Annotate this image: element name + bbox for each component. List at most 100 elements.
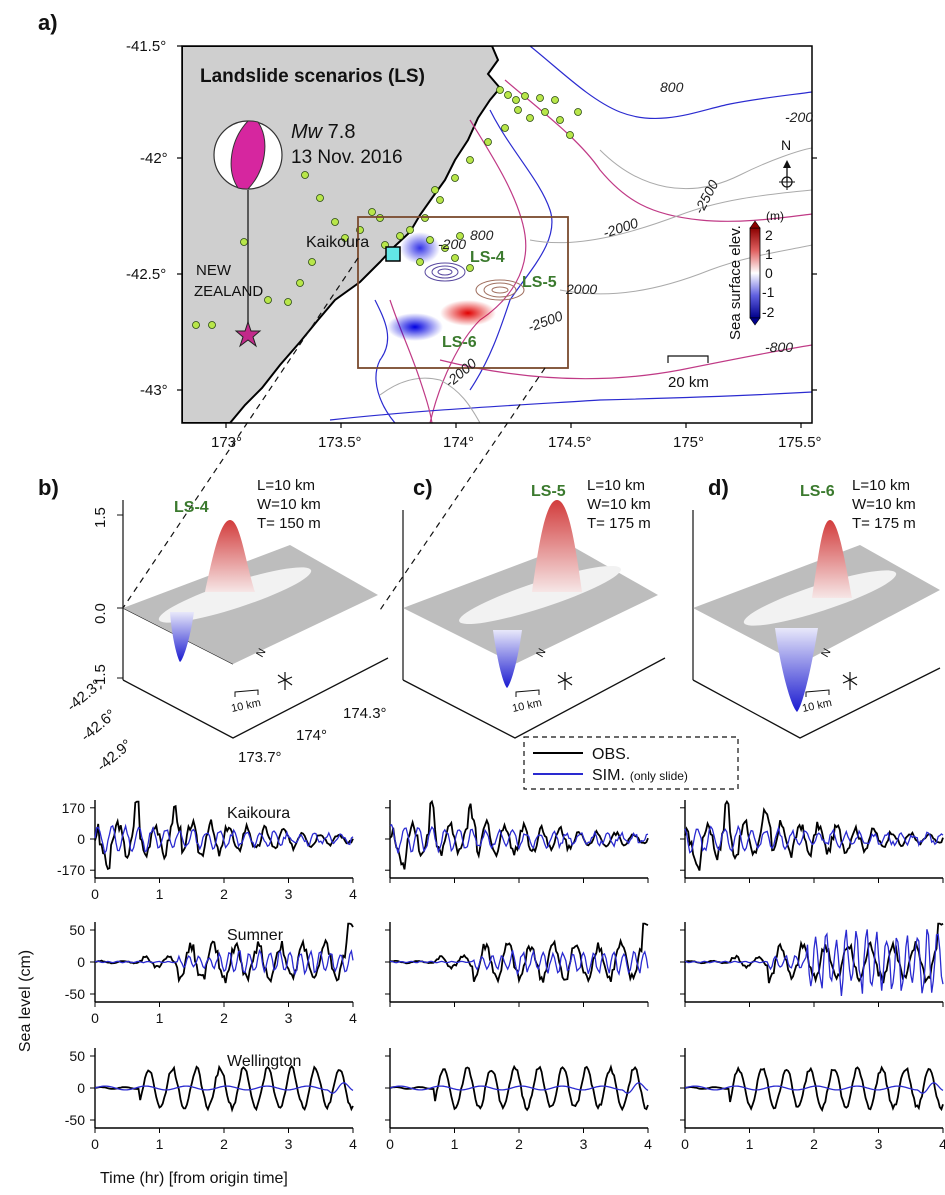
lat-tick: -42.3° — [64, 676, 106, 715]
sim-series-line — [94, 823, 354, 855]
obs-series-line — [389, 799, 649, 870]
x-tick-label: 0 — [91, 1136, 99, 1152]
x-tick-label: 3 — [285, 886, 293, 902]
y-tick-label: -50 — [65, 1112, 85, 1128]
ts-xlabel: Time (hr) [from origin time] — [100, 1170, 288, 1187]
station-name: Wellington — [227, 1053, 301, 1070]
contour-label: -800 — [765, 339, 793, 355]
station-name: Sumner — [227, 927, 284, 944]
colorbar-title: Sea surface elev. — [727, 225, 744, 340]
param-text: T= 175 m — [852, 515, 916, 532]
peak — [532, 500, 582, 592]
param-text: W=10 km — [852, 496, 916, 513]
param-text: W=10 km — [587, 496, 651, 513]
panel-letter: b) — [38, 475, 59, 500]
sim-series-line — [94, 948, 354, 976]
y-tick-label: 50 — [69, 1048, 85, 1064]
scale-label: 10 km — [511, 697, 543, 715]
map-label-ls6: LS-6 — [442, 334, 477, 351]
sim-series-line — [389, 1082, 649, 1094]
lon-tick: 174° — [296, 727, 327, 744]
obs-series-line — [684, 799, 944, 871]
map-area — [182, 46, 812, 423]
x-tick-label: 1 — [156, 886, 164, 902]
legend-sim-label: SIM. (only slide) — [592, 767, 688, 784]
contour-label: 2000 — [565, 281, 597, 297]
lon-tick: 174.3° — [343, 705, 387, 722]
y-tick-label: -50 — [65, 986, 85, 1002]
peak — [812, 520, 852, 598]
lat-tick-label: -42.5° — [126, 266, 166, 283]
beachball-icon — [213, 120, 283, 330]
sim-series-line — [684, 1082, 944, 1094]
x-tick-label: 1 — [156, 1136, 164, 1152]
colorbar-tick: -1 — [762, 284, 775, 300]
north-arrow-icon — [842, 672, 858, 690]
lat-tick: -42.6° — [78, 706, 120, 745]
x-tick-label: 4 — [349, 886, 357, 902]
trough — [775, 628, 818, 712]
ts-panel-kaikoura: 0 1 2 3 4 170 0 -170 Kaikoura — [57, 800, 357, 902]
lon-tick-label: 175° — [673, 434, 704, 451]
panel-letter: c) — [413, 475, 433, 500]
param-text: W=10 km — [257, 496, 321, 513]
x-tick-label: 0 — [91, 886, 99, 902]
lon-tick-label: 173.5° — [318, 434, 362, 451]
station-name: Kaikoura — [227, 805, 290, 822]
param-text: L=10 km — [852, 477, 910, 494]
z-tick: 0.0 — [92, 603, 109, 624]
x-tick-label: 1 — [156, 1010, 164, 1026]
panel-letter: d) — [708, 475, 729, 500]
panel-a: a) — [38, 10, 822, 614]
sim-series-line — [684, 929, 944, 996]
trough — [170, 612, 194, 662]
ts-panel-sumner — [385, 922, 649, 1007]
contour-label: -200 — [438, 236, 466, 252]
north-arrow-icon — [557, 672, 573, 690]
map-label-ls4: LS-4 — [470, 249, 505, 266]
ts-panel-sumner — [680, 922, 944, 1007]
obs-series-line — [389, 1064, 649, 1112]
lon-tick-label: 174° — [443, 434, 474, 451]
colorbar — [749, 227, 761, 319]
quake-date: 13 Nov. 2016 — [291, 147, 403, 168]
colorbar-bottom-arrow — [749, 317, 761, 326]
lon-tick-label: 174.5° — [548, 434, 592, 451]
ts-ylabel: Sea level (cm) — [17, 950, 34, 1052]
label-zealand: ZEALAND — [194, 283, 263, 300]
sim-series-line — [684, 824, 944, 854]
north-label: N — [254, 647, 268, 660]
colorbar-tick: 0 — [765, 265, 773, 281]
zoom-line — [122, 257, 359, 609]
x-tick-label: 2 — [220, 886, 228, 902]
map-label-ls5: LS-5 — [522, 274, 557, 291]
scenario-label: LS-6 — [800, 483, 835, 500]
contour-label: -200 — [785, 109, 813, 125]
contour-label: 800 — [660, 79, 684, 95]
epicenter-star-icon — [234, 320, 262, 348]
scale-label: 10 km — [230, 697, 262, 715]
panel-a-letter: a) — [38, 10, 58, 35]
colorbar-unit: (m) — [766, 209, 784, 223]
lat-tick-label: -43° — [140, 382, 168, 399]
colorbar-top-arrow — [749, 220, 761, 229]
lat-tick-label: -42° — [140, 150, 168, 167]
y-tick-label: 0 — [77, 954, 85, 970]
x-tick-label: 2 — [810, 1136, 818, 1152]
panel-d: d) LS-6 L=10 km W=10 km T= 175 m N 10 km — [692, 475, 941, 739]
y-tick-label: 50 — [69, 922, 85, 938]
lon-tick-label: 175.5° — [778, 434, 822, 451]
panel-b: b) 1.5 0.0 -1.5 LS-4 L=10 km W=10 km T= … — [38, 475, 389, 775]
label-new: NEW — [196, 262, 232, 279]
timeseries-panels: 0 1 2 3 4 170 0 -170 Kaikoura 0 1 2 3 4 50 0 -50 Sumner 0 1… — [57, 799, 945, 1152]
north-label: N — [781, 137, 791, 153]
x-tick-label: 3 — [580, 1136, 588, 1152]
colorbar-tick: 1 — [765, 246, 773, 262]
colorbar-tick: 2 — [765, 227, 773, 243]
sim-series-line — [94, 1082, 354, 1094]
y-tick-label: 170 — [62, 800, 86, 816]
param-text: L=10 km — [587, 477, 645, 494]
colorbar-tick: -2 — [762, 304, 775, 320]
obs-series-line — [389, 922, 649, 984]
scale-bar — [667, 355, 709, 363]
